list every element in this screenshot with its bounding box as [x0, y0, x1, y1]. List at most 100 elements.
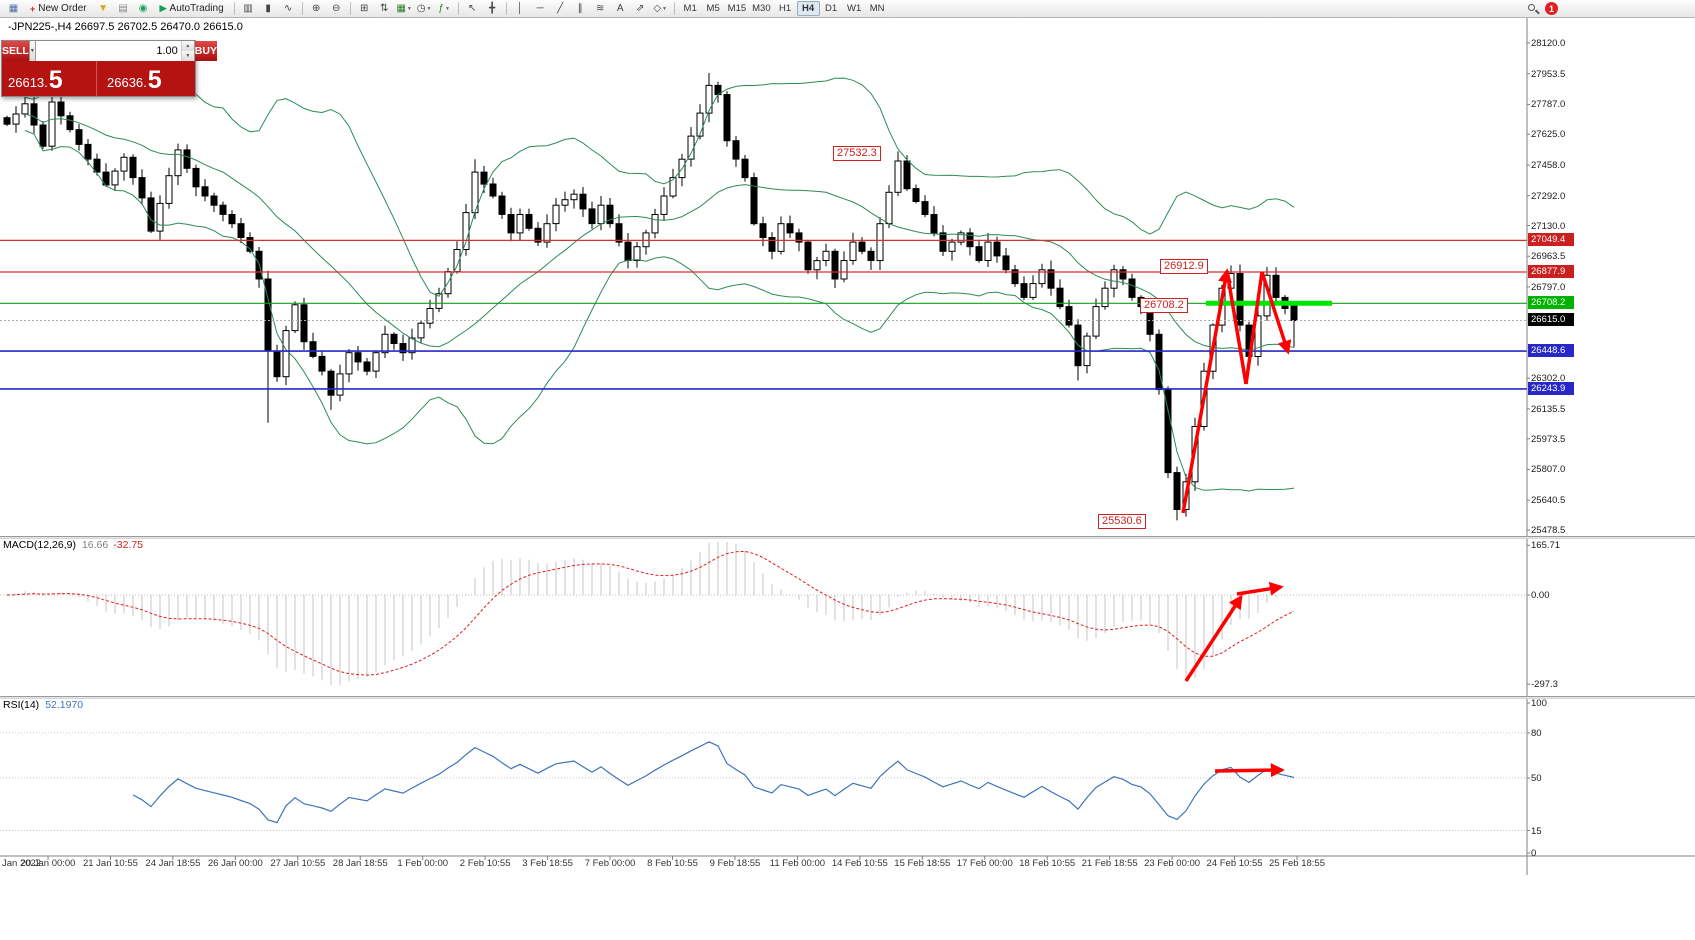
new-chart-button[interactable]: ▦ ▼	[395, 1, 414, 17]
trade-options-dropdown[interactable]: ▼	[28, 41, 36, 61]
macd-axis-tick: 165.71	[1531, 540, 1561, 552]
fibonacci-tool-icon[interactable]: ≋	[591, 1, 610, 17]
time-axis-label: 2 Feb 10:55	[459, 858, 511, 869]
vertical-line-tool-icon: │	[517, 3, 524, 14]
arrows-tool-icon[interactable]: ⇗	[631, 1, 650, 17]
channel-tool-icon: ∥	[577, 3, 583, 14]
indicators-button: ƒ	[438, 3, 444, 14]
line-chart-icon[interactable]: ∿	[279, 1, 298, 17]
volume-stepper: ▲ ▼	[180, 41, 194, 61]
time-axis-label: 7 Feb 00:00	[584, 858, 636, 869]
timeframe-m1[interactable]: M1	[683, 3, 697, 14]
autotrading-button[interactable]: ▶ AutoTrading	[154, 1, 230, 17]
auto-arrange-icon[interactable]: ⇅	[375, 1, 394, 17]
macd-axis-tick: -297.3	[1531, 679, 1558, 691]
price-axis-tick: 26963.5	[1531, 251, 1566, 263]
zoom-in-icon[interactable]: ⊕	[307, 1, 326, 17]
panel-splitter[interactable]	[0, 696, 1695, 699]
price-annotation[interactable]: 26912.9	[1160, 259, 1208, 274]
horizontal-line-tool-icon[interactable]: ─	[531, 1, 550, 17]
vertical-line-tool-icon[interactable]: │	[511, 1, 530, 17]
volume-decrease-button[interactable]: ▼	[181, 51, 194, 61]
community-icon[interactable]: ◉	[134, 1, 153, 17]
price-axis-tick: 25973.5	[1531, 433, 1566, 445]
funnel-icon[interactable]: ▼	[94, 1, 113, 17]
buy-price[interactable]: 26636. 5	[96, 61, 195, 96]
trendline-tool-icon: ╱	[557, 3, 564, 14]
price-axis-tick: 27787.0	[1531, 99, 1566, 111]
notifications-badge[interactable]: 1	[1545, 2, 1558, 15]
buy-button[interactable]: BUY	[194, 41, 217, 61]
trend-arrow[interactable]	[1236, 581, 1284, 596]
new-order-button[interactable]: + New Order	[24, 1, 93, 17]
rsi-axis-tick: 100	[1531, 698, 1547, 709]
timeframe-m15[interactable]: M15	[727, 3, 747, 14]
price-axis-tick: 26797.0	[1531, 281, 1566, 293]
macd-value: 16.66	[81, 539, 109, 551]
bar-chart-icon[interactable]: ▥	[239, 1, 258, 17]
trend-arrow[interactable]	[1260, 271, 1292, 355]
indicators-button[interactable]: ƒ ▼	[435, 1, 454, 17]
trend-arrow[interactable]	[1225, 270, 1248, 385]
bar-chart-icon: ▥	[243, 3, 253, 14]
trend-arrow[interactable]	[1214, 763, 1285, 778]
price-annotation[interactable]: 27532.3	[833, 146, 881, 161]
panel-splitter[interactable]	[0, 536, 1695, 539]
zoom-out-icon[interactable]: ⊖	[327, 1, 346, 17]
crosshair-tool-icon[interactable]: ╋	[483, 1, 502, 17]
text-tool-icon[interactable]: A	[611, 1, 630, 17]
timeframe-m5[interactable]: M5	[706, 3, 720, 14]
printer-icon[interactable]: ▤	[114, 1, 133, 17]
timeframe-mn[interactable]: MN	[869, 3, 885, 14]
volume-input[interactable]	[35, 41, 181, 61]
community-icon: ◉	[138, 3, 148, 14]
rsi-axis-tick: 15	[1531, 825, 1542, 837]
tile-windows-icon[interactable]: ⊞	[355, 1, 374, 17]
timeframe-w1[interactable]: W1	[847, 3, 862, 14]
timeframe-m30[interactable]: M30	[752, 3, 771, 14]
tile-windows-icon: ⊞	[359, 3, 369, 14]
timeframe-h1[interactable]: H1	[779, 3, 792, 14]
chart-window-icon[interactable]: ▦	[4, 1, 23, 17]
channel-tool-icon[interactable]: ∥	[571, 1, 590, 17]
new-order-icon: +	[30, 3, 36, 14]
volume-increase-button[interactable]: ▲	[181, 41, 194, 51]
toolbar-end-spacer	[1559, 8, 1691, 9]
trend-arrow[interactable]	[1244, 271, 1264, 385]
trade-panel-controls: SELL ▼ ▲ ▼ BUY	[2, 41, 217, 61]
chart-title: -JPN225-,H4 26697.5 26702.5 26470.0 2661…	[8, 21, 243, 33]
price-axis-tick: 27625.0	[1531, 129, 1566, 141]
time-axis-label: 11 Feb 00:00	[769, 858, 826, 869]
time-axis-label: 20 Jan 00:00	[20, 858, 76, 869]
volume-field: ▲ ▼	[35, 41, 195, 61]
cursor-tool-icon[interactable]: ↖	[463, 1, 482, 17]
timeframe-h4[interactable]: H4	[796, 1, 820, 16]
printer-icon: ▤	[118, 3, 128, 14]
trend-arrow[interactable]	[1184, 594, 1243, 682]
candlestick-chart-icon[interactable]: ▮	[259, 1, 278, 17]
profiles-button[interactable]: ◷ ▼	[415, 1, 434, 17]
price-axis-tick: 25640.5	[1531, 495, 1566, 507]
macd-indicator-label: MACD(12,26,9) 16.66 -32.75	[3, 539, 143, 551]
shapes-tool-button[interactable]: ◇ ▼	[651, 1, 670, 17]
sell-price[interactable]: 26613. 5	[2, 61, 96, 96]
trend-arrow[interactable]	[1181, 268, 1232, 514]
trendline-tool-icon[interactable]: ╱	[551, 1, 570, 17]
sell-button[interactable]: SELL	[2, 41, 29, 61]
price-axis-tick: 27130.0	[1531, 220, 1566, 232]
price-axis-tick: 25478.5	[1531, 525, 1566, 536]
price-axis-tick: 26302.0	[1531, 373, 1566, 385]
time-axis-label: 28 Jan 18:55	[332, 858, 388, 869]
price-annotation[interactable]: 25530.6	[1098, 514, 1146, 529]
time-axis-label: 8 Feb 10:55	[647, 858, 698, 869]
time-axis-label: 24 Feb 10:55	[1206, 858, 1263, 869]
one-click-trading-panel: SELL ▼ ▲ ▼ BUY 26613.5 26636.5	[1, 40, 217, 97]
search-icon[interactable]	[1526, 2, 1540, 16]
price-annotation[interactable]: 26708.2	[1140, 298, 1188, 313]
timeframe-d1[interactable]: D1	[825, 3, 838, 14]
bollinger-upper-band	[24, 77, 1295, 297]
rsi-value: 52.1970	[45, 699, 84, 711]
price-axis-tag: 26877.9	[1528, 265, 1574, 278]
